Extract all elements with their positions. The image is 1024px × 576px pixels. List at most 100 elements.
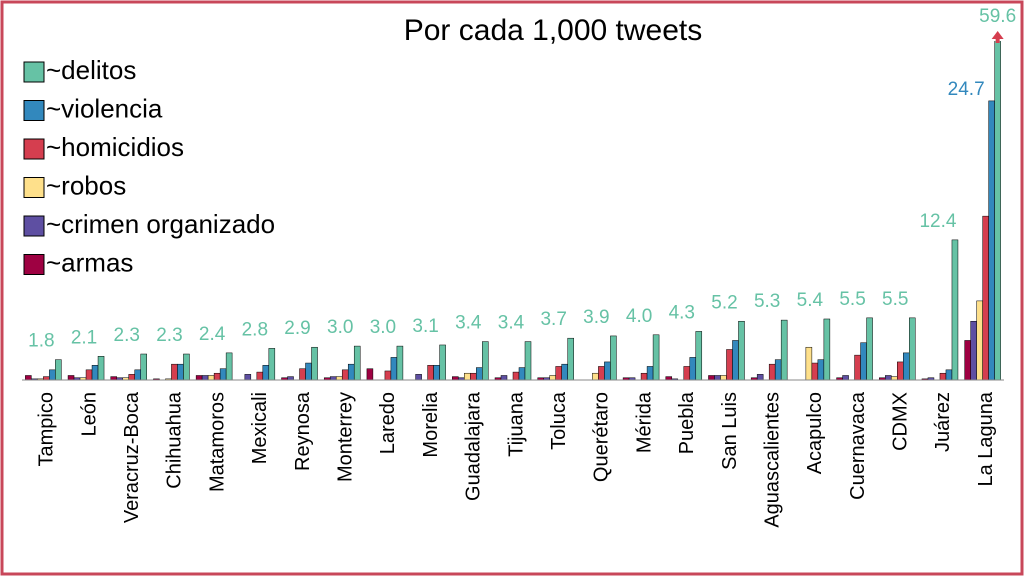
bar bbox=[396, 345, 404, 381]
legend-swatch bbox=[23, 254, 45, 275]
bar bbox=[811, 362, 819, 381]
bar bbox=[695, 331, 703, 381]
bar bbox=[415, 374, 422, 381]
x-tick-label: Guadalajara bbox=[463, 391, 485, 501]
bar bbox=[244, 374, 252, 381]
x-tick-label: Chihuahua bbox=[164, 391, 186, 489]
bar bbox=[207, 375, 215, 381]
bar bbox=[994, 41, 1001, 381]
bar bbox=[842, 375, 849, 381]
value-label: 3.7 bbox=[540, 309, 566, 330]
bar bbox=[341, 369, 349, 381]
bar bbox=[256, 371, 264, 381]
value-label: 3.4 bbox=[498, 313, 525, 334]
x-tick-label: Juárez bbox=[932, 392, 954, 452]
value-label: 59.6 bbox=[979, 6, 1016, 27]
value-label: 3.0 bbox=[327, 317, 353, 338]
legend-label: ~robos bbox=[46, 170, 126, 200]
legend-label: ~homicidios bbox=[46, 132, 184, 162]
value-label: 3.0 bbox=[370, 317, 396, 338]
bar bbox=[55, 359, 62, 381]
bar bbox=[683, 366, 691, 381]
bar bbox=[774, 359, 782, 381]
x-tick-label: La Laguna bbox=[975, 391, 997, 486]
bar bbox=[171, 363, 178, 381]
x-tick-label: Morelia bbox=[420, 391, 442, 457]
bar bbox=[512, 371, 520, 381]
bar bbox=[598, 366, 605, 381]
bar bbox=[945, 369, 953, 381]
value-label: 3.4 bbox=[455, 313, 482, 334]
value-label: 3.9 bbox=[583, 307, 609, 328]
bar bbox=[25, 375, 32, 381]
x-tick-label: Laredo bbox=[377, 392, 399, 454]
bar bbox=[860, 342, 867, 381]
x-tick-label: Mérida bbox=[633, 391, 655, 453]
value-label: 4.0 bbox=[626, 306, 652, 327]
bar bbox=[604, 361, 611, 381]
value-label: 5.2 bbox=[711, 292, 737, 313]
value-label: 1.8 bbox=[28, 331, 54, 352]
legend-label: ~crimen organizado bbox=[46, 209, 275, 239]
x-tick-label: Cuernavaca bbox=[847, 391, 869, 500]
bar bbox=[823, 318, 831, 381]
bar bbox=[646, 366, 654, 381]
bar bbox=[183, 353, 190, 381]
bar bbox=[213, 372, 221, 381]
legend-swatch bbox=[23, 61, 45, 83]
bar bbox=[439, 344, 446, 381]
bar bbox=[43, 376, 50, 381]
x-tick-label: León bbox=[78, 392, 100, 437]
bar bbox=[988, 100, 995, 381]
value-label: 5.4 bbox=[797, 290, 824, 311]
bar bbox=[549, 375, 556, 381]
bar bbox=[714, 375, 721, 381]
x-tick-label: Toluca bbox=[548, 391, 570, 450]
x-tick-label: Aguascalientes bbox=[761, 392, 783, 528]
bar bbox=[177, 363, 184, 381]
bar bbox=[640, 372, 648, 381]
bar bbox=[732, 340, 739, 381]
bar bbox=[384, 370, 392, 381]
bar bbox=[482, 341, 489, 381]
bar bbox=[951, 239, 959, 381]
bar bbox=[524, 341, 532, 381]
bar bbox=[518, 367, 526, 381]
x-tick-label: Tijuana bbox=[505, 391, 527, 457]
x-tick-label: Matamoros bbox=[206, 392, 228, 492]
bar bbox=[347, 363, 355, 381]
value-label: 2.9 bbox=[284, 318, 310, 339]
bar bbox=[140, 353, 147, 381]
bar bbox=[262, 365, 270, 381]
value-label: 2.3 bbox=[156, 325, 182, 346]
value-label: 24.7 bbox=[948, 79, 985, 100]
bar bbox=[287, 376, 294, 381]
value-label: 4.3 bbox=[669, 302, 695, 323]
bar bbox=[299, 368, 306, 381]
bar bbox=[476, 367, 483, 381]
bar bbox=[610, 335, 617, 381]
bar bbox=[939, 372, 947, 381]
bar bbox=[561, 363, 568, 381]
x-tick-label: Puebla bbox=[676, 391, 698, 454]
bar bbox=[720, 375, 727, 381]
bar bbox=[555, 366, 562, 381]
bar bbox=[903, 352, 910, 381]
legend-swatch bbox=[23, 177, 45, 198]
bar bbox=[738, 320, 745, 381]
value-label: 2.4 bbox=[199, 324, 226, 345]
bar bbox=[689, 357, 697, 381]
plot bbox=[25, 41, 1001, 381]
bar bbox=[195, 375, 203, 381]
bar bbox=[452, 376, 459, 381]
bar bbox=[708, 375, 715, 381]
legend-swatch bbox=[23, 100, 45, 121]
bar bbox=[97, 356, 105, 381]
legend-swatch bbox=[23, 215, 45, 237]
legend-label: ~violencia bbox=[46, 93, 163, 123]
value-label: 5.5 bbox=[882, 289, 908, 310]
bar bbox=[885, 375, 892, 381]
clip-arrow bbox=[991, 31, 1004, 43]
bar bbox=[756, 374, 764, 381]
